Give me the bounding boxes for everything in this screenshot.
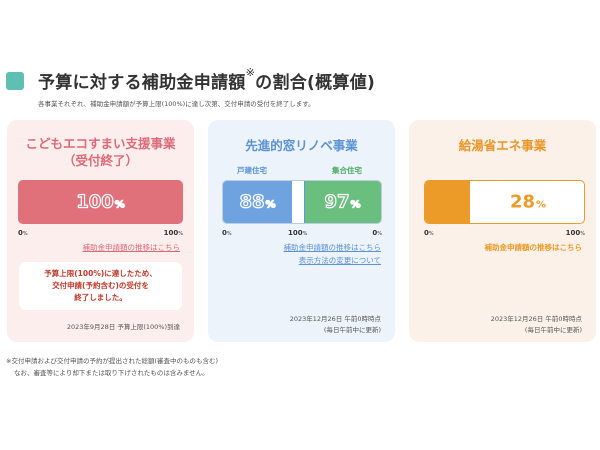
bar-percent-right: 97% — [324, 191, 361, 213]
timestamp-footnote: 2023年12月26日 午前0時時点 (毎日午前中に更新) — [490, 315, 582, 334]
axis-max: 100% — [163, 229, 183, 237]
bar-fill — [425, 181, 470, 223]
bottom-footnote: ※交付申請および交付申請の予約が提出された総額(審査中のものも含む) なお、審査… — [6, 357, 219, 377]
axis-min: 0% — [424, 229, 434, 237]
card-kyuto-energy: 給湯省エネ事業 28% 0% 100% 補助金申請額の推移はこちら 2023年1… — [409, 120, 596, 342]
label-apartment: 集合住宅 — [332, 166, 362, 175]
timestamp-footnote: 2023年12月26日 午前0時時点 (毎日午前中に更新) — [289, 315, 381, 334]
axis-right: 0% — [372, 229, 382, 237]
axis-min: 0% — [18, 229, 28, 237]
bar-percent-label: 100% — [76, 191, 126, 213]
closed-notice: 予算上限(100%)に達したため、 交付申請(予約含む)の受付を 終了しました。 — [19, 262, 182, 310]
header-accent-square — [6, 71, 24, 90]
card-title: 給湯省エネ事業 — [458, 138, 547, 153]
page-title: 予算に対する補助金申請額※の割合(概算値) — [38, 66, 376, 93]
card-title: こどもエコすまい支援事業 （受付終了） — [25, 136, 176, 168]
display-change-link[interactable]: 表示方法の変更について — [298, 256, 381, 265]
label-detached-house: 戸建住宅 — [237, 166, 267, 175]
progress-bar-mado: 88% 97% — [222, 180, 382, 224]
status-footnote: 2023年9月28日 予算上限(100%)到達 — [66, 323, 180, 331]
bar-percent-label: 28% — [509, 191, 547, 213]
page-subtitle: 各事業それぞれ、補助金申請額が予算上限(100%)に達し次第、交付申請の受付を終… — [38, 100, 315, 108]
axis-max: 100% — [565, 229, 585, 237]
card-title: 先進的窓リノベ事業 — [245, 138, 358, 153]
axis-left: 0% — [222, 229, 232, 237]
axis-center: 100% — [288, 229, 308, 237]
history-link[interactable]: 補助金申請額の推移はこちら — [484, 243, 583, 252]
history-link[interactable]: 補助金申請額の推移はこちら — [283, 243, 382, 252]
progress-bar-kyuto: 28% — [424, 180, 585, 224]
bar-segment-detached — [223, 181, 292, 223]
bar-percent-left: 88% — [239, 191, 276, 213]
page-header: 予算に対する補助金申請額※の割合(概算値) — [6, 66, 376, 93]
bar-segment-apartment — [304, 181, 381, 223]
history-link[interactable]: 補助金申請額の推移はこちら — [82, 243, 181, 252]
card-mado-renovation: 先進的窓リノベ事業 戸建住宅 集合住宅 88% 97% 0% 100% 0% 補… — [208, 120, 395, 342]
progress-bar-kodomo: 100% — [18, 180, 183, 224]
card-kodomo-eco: こどもエコすまい支援事業 （受付終了） 100% 0% 100% 補助金申請額の… — [7, 120, 194, 342]
